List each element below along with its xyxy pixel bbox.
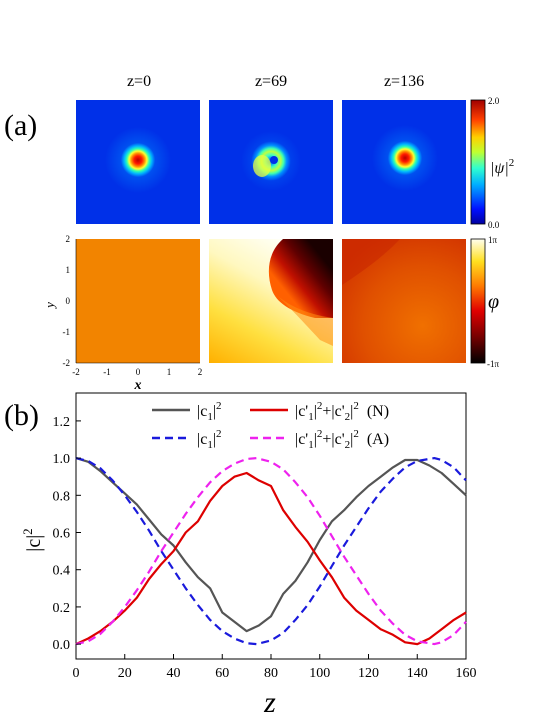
phase-colorbar-max: 1π [488, 235, 498, 245]
column-title-2: z=69 [255, 73, 287, 90]
y-axis-label: |c|2 [20, 528, 45, 551]
column-title-3: z=136 [384, 73, 424, 90]
plot-ticks: 0 20 40 60 80 100 120 140 160 0.0 0.2 0.4 0.6 0.8 1.0 1… [53, 415, 477, 681]
y-axis-label-sup: 2 [20, 528, 35, 535]
phase-colorbar-label: φ [488, 291, 499, 313]
y-tick-label: 0.0 [53, 638, 71, 653]
series-line-2 [75, 457, 467, 646]
legend: |c1|2 |c'1|2+|c'2|2 (N) |c1|2 |c'1|2+|c'… [152, 400, 389, 451]
phase-image-z136 [342, 239, 466, 363]
phase-image-z69 [209, 239, 333, 363]
legend-entry-sum-N: |c'1|2+|c'2|2 (N) [295, 400, 389, 423]
phase-y-tick-m2: -2 [63, 358, 71, 368]
y-tick-label: 0.8 [53, 489, 71, 504]
x-tick-label: 40 [167, 666, 181, 681]
y-tick-label: 0.6 [53, 527, 71, 542]
phase-x-tick-2: 2 [198, 367, 203, 377]
intensity-colorbar-min: 0.0 [488, 220, 500, 230]
phase-image-z0 [76, 239, 200, 363]
phase-x-tick-1: 1 [167, 367, 172, 377]
phase-x-tick-0: 0 [136, 367, 141, 377]
intensity-colorbar-label-sup: 2 [509, 157, 515, 169]
series-line-3 [75, 457, 467, 646]
svg-text:|c|2: |c|2 [20, 528, 45, 551]
intensity-colorbar-max: 2.0 [488, 96, 500, 106]
series-line-0 [75, 457, 467, 633]
x-tick-label: 120 [358, 666, 379, 681]
phase-y-axis-label: y [42, 302, 57, 310]
x-tick-label: 60 [215, 666, 229, 681]
phase-x-tick-m1: -1 [103, 367, 111, 377]
phase-y-tick-2: 2 [66, 234, 71, 244]
intensity-colorbar-label-base: |ψ| [490, 160, 509, 177]
phase-x-axis: -2 -1 0 1 2 [72, 362, 203, 377]
x-axis-label: z [263, 686, 276, 719]
phase-colorbar-min: -1π [487, 359, 499, 369]
legend-entry-sum-A: |c'1|2+|c'2|2 (A) [295, 428, 389, 451]
phase-y-axis: 2 1 0 -1 -2 [63, 234, 77, 368]
y-tick-label: 1.2 [53, 415, 71, 430]
phase-y-tick-0: 0 [66, 296, 71, 306]
y-tick-label: 0.2 [53, 601, 71, 616]
phase-x-axis-label: x [134, 378, 142, 393]
panel-a-label: (a) [4, 109, 37, 142]
plot-lines [75, 457, 467, 646]
intensity-colorbar-label: |ψ|2 [490, 157, 514, 177]
intensity-image-z69 [209, 100, 333, 224]
series-line-1 [75, 471, 467, 646]
phase-y-tick-1: 1 [66, 265, 71, 275]
legend-entry-c1-A: |c1|2 [197, 428, 222, 451]
panel-b-label: (b) [4, 399, 39, 432]
x-tick-label: 80 [264, 666, 278, 681]
x-tick-label: 140 [407, 666, 428, 681]
phase-colorbar [470, 238, 486, 364]
plot-frame [75, 392, 467, 660]
y-tick-label: 0.4 [53, 564, 71, 579]
x-tick-label: 0 [73, 666, 80, 681]
column-title-1: z=0 [127, 73, 151, 90]
phase-x-tick-m2: -2 [72, 367, 80, 377]
intensity-image-z136 [342, 100, 466, 224]
x-tick-label: 100 [309, 666, 330, 681]
y-axis-label-base: |c| [23, 535, 45, 552]
legend-entry-c1-N: |c1|2 [197, 400, 222, 423]
x-tick-label: 20 [118, 666, 132, 681]
intensity-image-z0 [76, 100, 200, 224]
phase-y-tick-m1: -1 [63, 327, 71, 337]
intensity-colorbar [470, 99, 486, 225]
x-tick-label: 160 [456, 666, 477, 681]
y-tick-label: 1.0 [53, 452, 71, 467]
